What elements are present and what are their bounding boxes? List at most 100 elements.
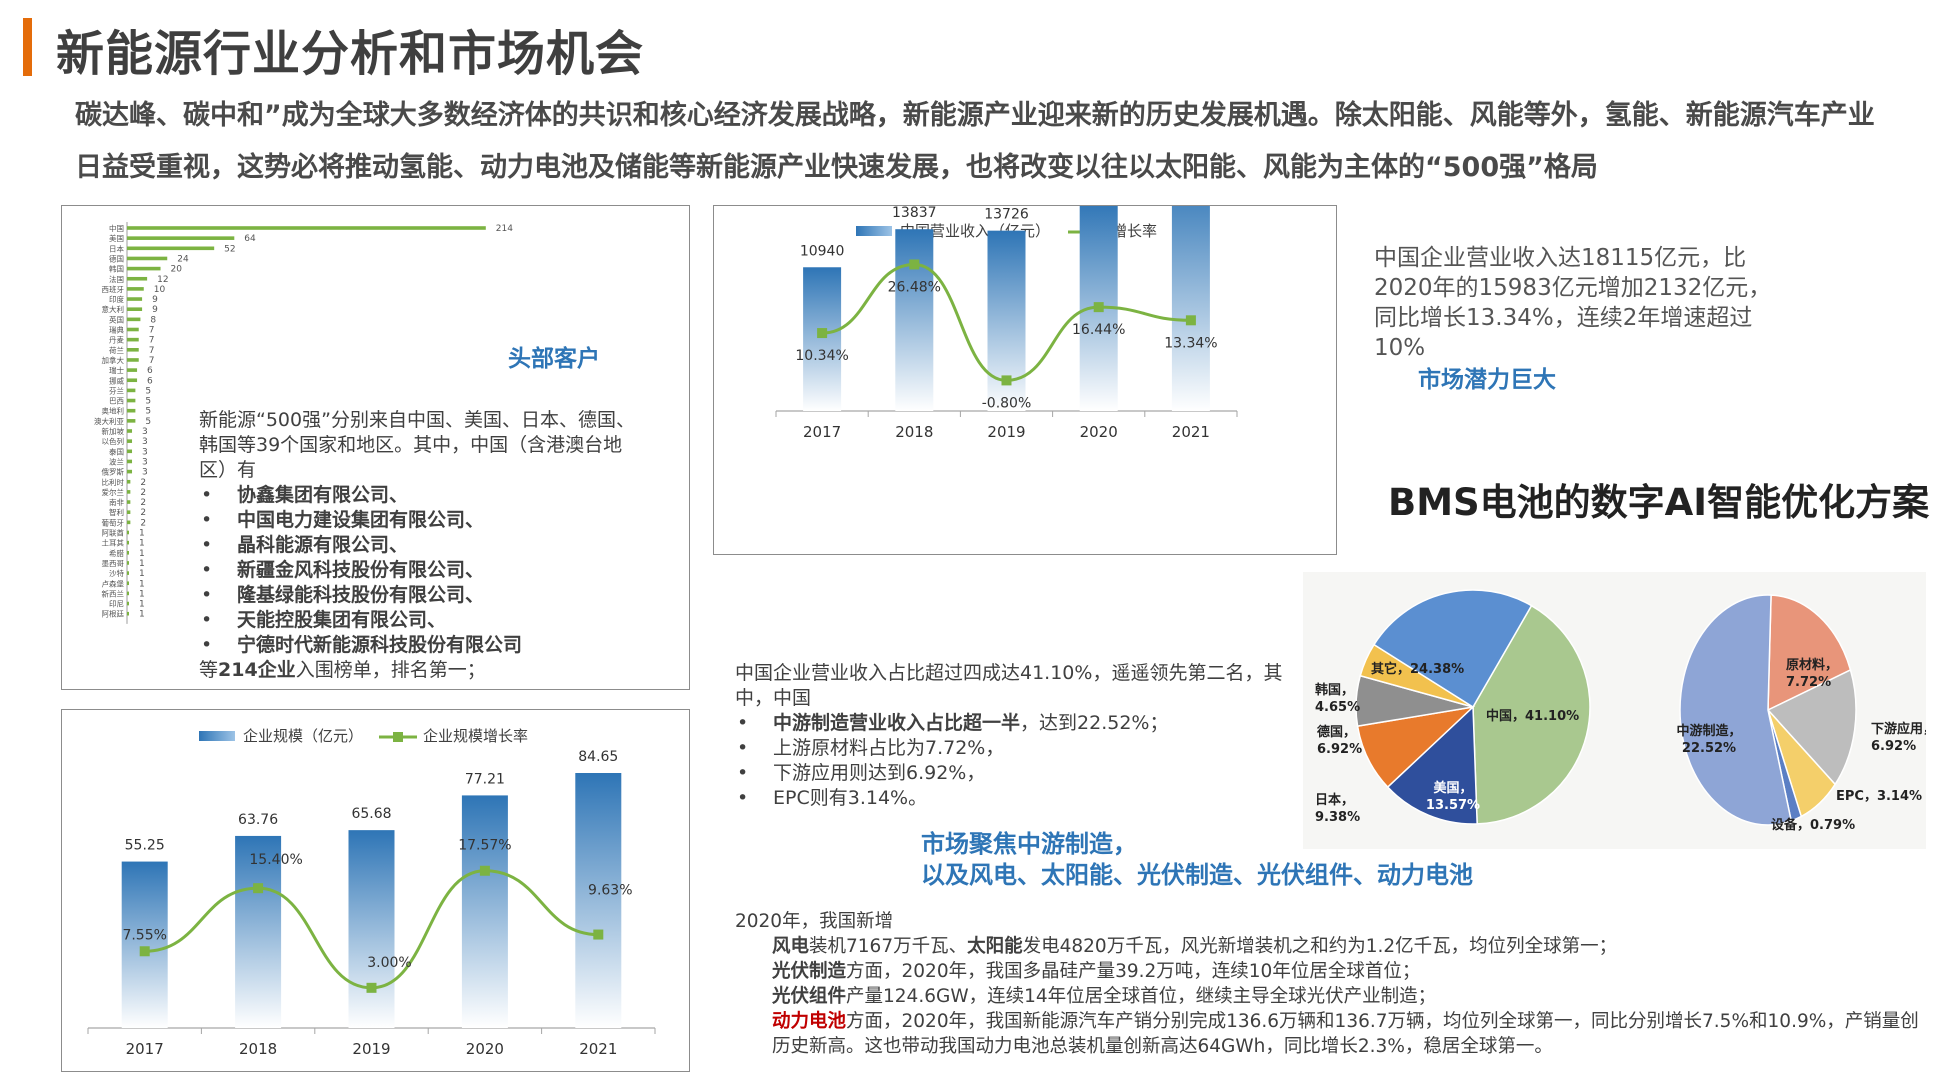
country-label: 俄罗斯 [102,467,125,477]
countries-panel: 中国 214 美国 64 日本 52 德国 24 韩国 20 法国 12 西班牙 10 印度 9 意大利 9 英国 8… [61,205,690,690]
company-item: 晶科能源有限公司、 [199,533,639,558]
country-bar [127,479,131,484]
growth-rate-label: 15.40% [249,852,302,868]
country-label: 美国 [109,233,124,243]
growth-marker [479,865,490,876]
country-bar [127,236,235,240]
growth-marker [909,259,920,270]
pie-label: EPC，3.14% [1836,789,1922,804]
country-label: 意大利 [102,304,125,314]
country-bar [127,429,133,433]
growth-marker [139,946,150,957]
country-bar [127,551,129,555]
country-label: 巴西 [109,397,124,406]
country-label: 瑞典 [109,325,124,335]
country-value: 3 [142,437,148,447]
growth-rate-label: 10.34% [795,348,848,364]
country-label: 新西兰 [102,588,125,598]
new-energy-segment: 风电 [772,936,810,957]
country-value: 214 [496,224,513,234]
bar [575,773,622,1028]
pie-label: 美国， [1433,780,1472,796]
country-bar [127,500,131,504]
bar-value-label: 65.68 [351,806,391,822]
legend-bar-swatch [856,226,892,236]
company-item: 隆基绿能科技股份有限公司、 [199,583,639,608]
country-value: 6 [147,366,153,376]
country-value: 5 [145,417,151,427]
x-tick-label: 2021 [579,1040,617,1058]
new-energy-line: 光伏制造方面，2020年，我国多晶硅产量39.2万吨，连续10年位居全球首位； [772,959,1935,984]
country-bar [127,601,129,606]
bar [348,830,395,1028]
pie-label-value: 6.92% [1317,742,1362,757]
country-bar [127,337,139,342]
legend-bar-swatch [199,731,235,741]
new-energy-line: 风电装机7167万千瓦、太阳能发电4820万千瓦，风光新增装机之和约为1.2亿千… [772,934,1935,959]
share-item: EPC则有3.14%。 [735,786,1295,811]
bar-value-label: 77.21 [465,771,505,787]
country-value: 10 [154,285,166,295]
growth-rate-label: 7.55% [122,927,166,943]
pie-slice [1766,668,1857,786]
countries-footer: 等214企业入围榜单，排名第一； [199,658,639,683]
share-item-text: 下游应用则达到6.92%， [773,762,986,784]
x-tick-label: 2020 [1080,423,1118,441]
country-value: 3 [142,457,148,467]
country-label: 波兰 [109,456,124,466]
pie-label-value: 6.92% [1871,739,1916,754]
company-list: 协鑫集团有限公司、中国电力建设集团有限公司、晶科能源有限公司、新疆金风科技股份有… [199,483,639,658]
new-energy-segment: 装机7167万千瓦、 [809,936,968,957]
company-name: 隆基绿能科技股份有限公司、 [237,584,485,606]
head-customers-heading: 头部客户 [508,346,600,372]
bar-value-label: 55.25 [125,838,165,854]
country-value: 1 [139,579,145,589]
country-value: 20 [171,265,183,275]
x-tick-label: 2018 [895,423,933,441]
page-title: 新能源行业分析和市场机会 [56,26,645,82]
country-label: 印尼 [109,600,124,609]
new-energy-segment: 产量124.6GW，连续14年位居全球首位，继续主导全球光伏产业制造； [846,986,1437,1007]
country-bar [127,398,136,403]
country-value: 1 [139,559,145,569]
country-value: 2 [140,478,146,488]
country-value: 7 [149,346,155,356]
growth-marker [817,328,828,339]
country-label: 爱尔兰 [102,487,125,497]
country-label: 葡萄牙 [102,517,125,527]
country-value: 3 [142,447,148,457]
share-item-text: EPC则有3.14%。 [773,787,928,809]
growth-marker [1001,375,1012,386]
bar-value-label: 13837 [892,206,937,221]
bar [235,835,282,1028]
country-bar [127,226,486,230]
country-label: 丹麦 [109,335,124,345]
share-text: 中国企业营业收入占比超过四成达41.10%，遥遥领先第二名，其中，中国 中游制造… [735,661,1295,811]
pie-label: 德国， [1317,724,1356,740]
country-bar [127,266,161,271]
x-tick-label: 2018 [239,1040,277,1058]
new-energy-segment: 方面，2020年，我国多晶硅产量39.2万吨，连续10年位居全球首位； [846,961,1421,982]
country-value: 52 [224,244,235,254]
pie-charts: 中国，41.10% 美国， 13.57% 日本， 9.38% 德国， 6.92% 韩国， 4.6… [1315,589,1936,833]
country-bar [127,276,148,281]
new-energy-segment: 发电4820万千瓦，风光新增装机之和约为1.2亿千瓦，均位列全球第一； [1022,936,1618,957]
country-bar [127,540,129,545]
growth-rate-label: 26.48% [888,279,941,295]
intro-paragraph: 碳达峰、碳中和”成为全球大多数经济体的共识和核心经济发展战略，新能源产业迎来新的… [75,100,1875,183]
legend-line-label: 企业规模增长率 [423,727,528,745]
country-label: 土耳其 [102,538,125,548]
market-focus-line2: 以及风电、太阳能、光伏制造、光伏组件、动力电池 [921,861,1473,889]
bar [121,861,168,1028]
country-bar [127,591,129,596]
share-item: 中游制造营业收入占比超一半，达到22.52%； [735,711,1295,736]
growth-marker [593,929,604,940]
pie-slice [1767,594,1852,712]
countries-description: 新能源“500强”分别来自中国、美国、日本、德国、韩国等39个国家和地区。其中，… [199,408,639,683]
country-label: 中国 [109,223,124,233]
country-bar [127,317,141,322]
country-value: 8 [150,315,156,325]
country-label: 澳大利亚 [94,416,124,426]
country-bar [127,449,133,454]
country-bar [127,561,129,565]
